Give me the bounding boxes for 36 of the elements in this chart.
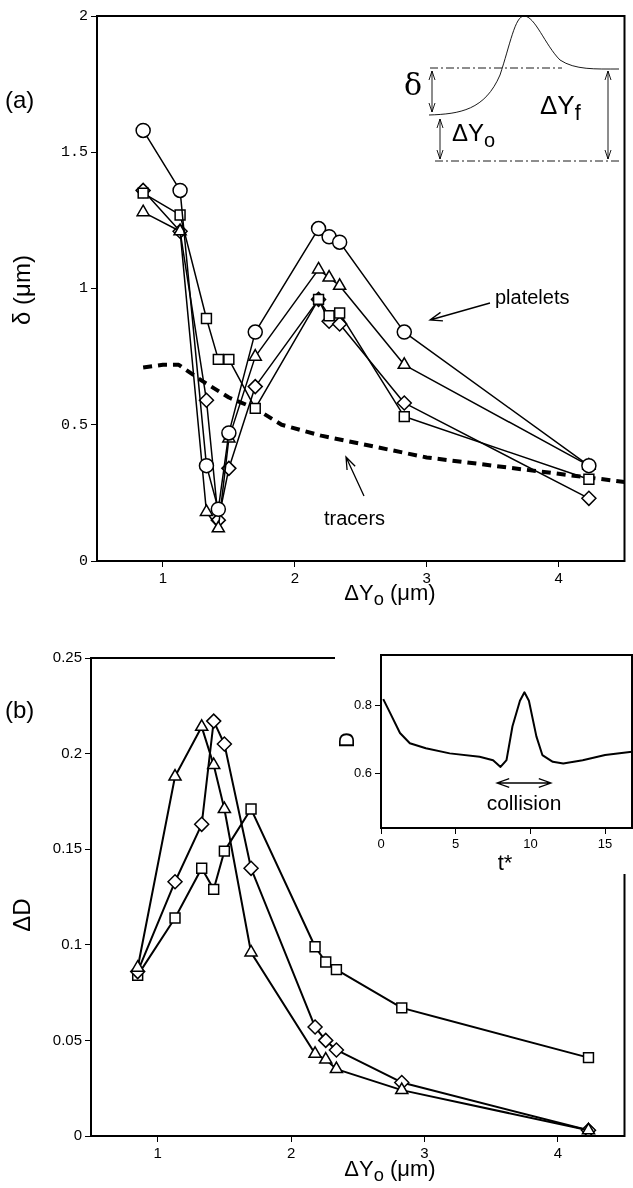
y-axis-title: δ (μm): [8, 255, 35, 325]
y-tick-label: 0: [73, 1126, 82, 1144]
y-tick-label: 0.15: [52, 839, 82, 857]
text: (a): [5, 86, 35, 113]
x-tick-label: 3: [420, 1144, 429, 1162]
y-tick-label: 1.5: [60, 144, 88, 162]
y-tick-label: 0.8: [353, 697, 372, 713]
annotation: ΔY$_{f}$: [540, 90, 581, 126]
x-tick-label: 2: [290, 569, 299, 587]
x-axis-title: t*: [497, 850, 513, 875]
x-tick-label: 15: [597, 836, 613, 852]
annotation: collision: [486, 791, 562, 814]
annotation: platelets: [495, 286, 570, 308]
x-tick-label: 1: [153, 1144, 162, 1162]
x-tick-label: 1: [158, 569, 168, 587]
y-tick-label: 0.6: [353, 765, 372, 781]
y-tick-label: 2: [78, 7, 88, 25]
y-tick-label: 1: [78, 280, 88, 298]
y-axis-title: ΔD: [8, 898, 35, 932]
y-tick-label: 0.25: [52, 648, 82, 666]
y-tick-label: 0.2: [61, 743, 82, 761]
x-tick-label: 0: [377, 836, 385, 852]
x-tick-label: 10: [523, 836, 538, 852]
text: (b): [5, 696, 35, 723]
y-tick-label: 0.5: [60, 416, 88, 434]
annotation: tracers: [324, 507, 386, 529]
annotation: δ: [404, 67, 423, 102]
annotation: ΔY$_{o}$: [452, 119, 496, 151]
x-tick-label: 2: [286, 1144, 296, 1162]
y-tick-label: 0: [78, 552, 88, 570]
x-tick-label: 5: [452, 836, 460, 852]
y-tick-label: 0.05: [52, 1030, 82, 1048]
x-tick-label: 4: [553, 1144, 562, 1162]
y-axis-title: D: [334, 732, 359, 748]
x-tick-label: 4: [554, 569, 563, 587]
y-tick-label: 0.1: [61, 934, 82, 952]
